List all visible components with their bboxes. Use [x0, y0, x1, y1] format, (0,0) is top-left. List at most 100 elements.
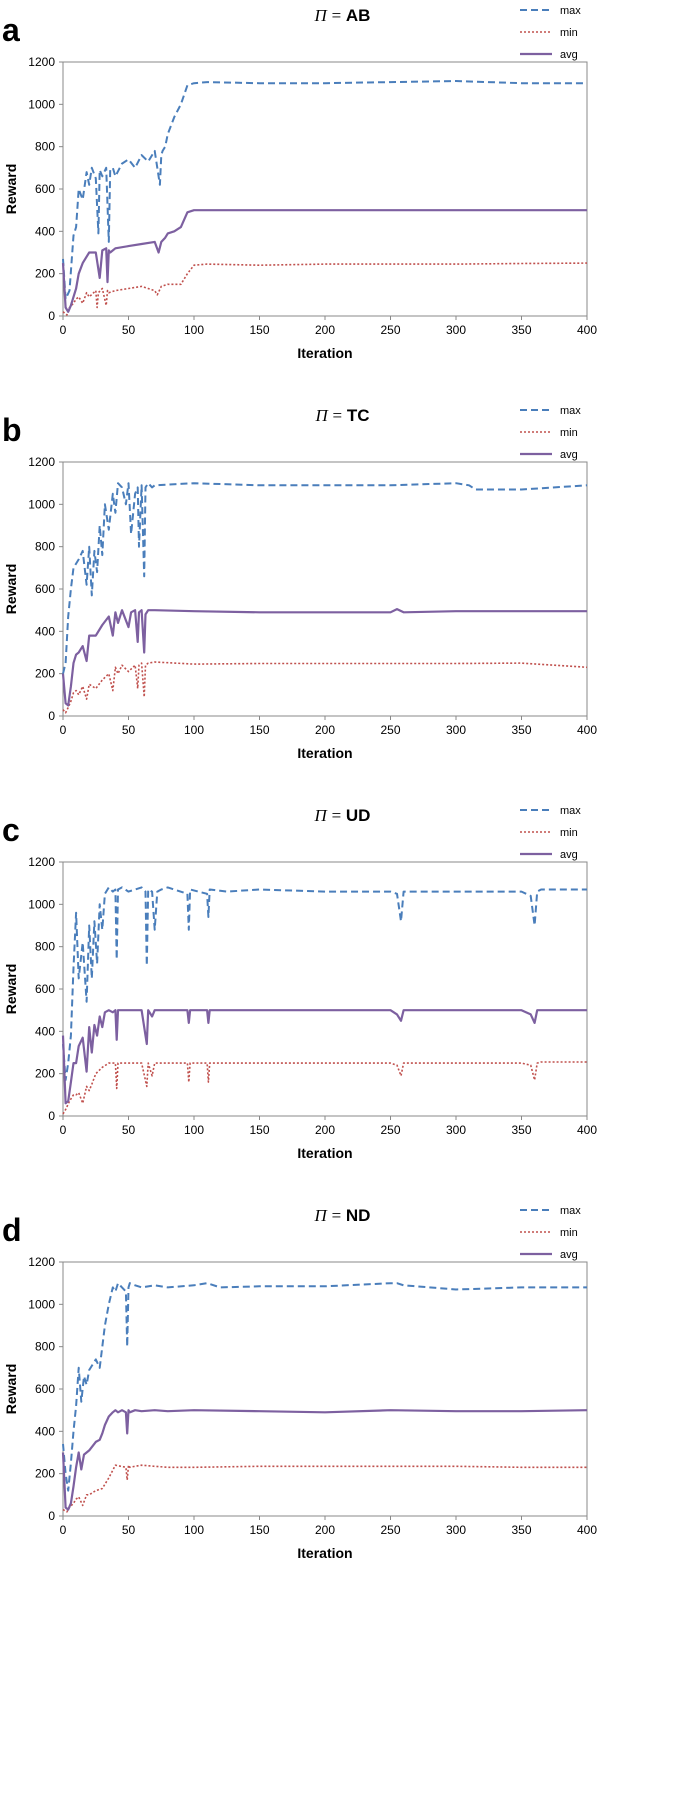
x-tick-label: 300 — [446, 1523, 466, 1537]
x-tick-label: 0 — [60, 323, 67, 337]
y-axis-label: Reward — [3, 1364, 19, 1415]
legend-label-max: max — [560, 5, 581, 17]
y-tick-label: 600 — [35, 182, 55, 196]
title-pi-symbol: Π — [315, 406, 328, 425]
x-tick-label: 350 — [511, 1523, 531, 1537]
title-pi-symbol: Π — [314, 1206, 327, 1225]
legend-label-max: max — [560, 1205, 581, 1217]
plot-area-frame — [62, 61, 588, 317]
y-tick-label: 1000 — [28, 1297, 55, 1311]
y-axis-label: Reward — [3, 564, 19, 615]
x-tick-label: 50 — [122, 1123, 136, 1137]
legend-label-min: min — [560, 27, 578, 39]
x-tick-label: 400 — [577, 723, 597, 737]
x-tick-label: 200 — [315, 323, 335, 337]
y-axis-label: Reward — [3, 164, 19, 215]
series-line-avg — [61, 1009, 587, 1105]
title-equals: = — [331, 806, 342, 825]
y-tick-label: 800 — [35, 1340, 55, 1354]
legend-label-avg: avg — [560, 1249, 578, 1261]
title-pi-symbol: Π — [314, 806, 327, 825]
series-line-min — [62, 661, 588, 714]
x-tick-label: 250 — [380, 723, 400, 737]
y-tick-label: 200 — [35, 267, 55, 281]
chart-svg: 0 200 400 600 800 1000 1200 0 50 100 150 200 250 300 3… — [3, 805, 597, 1161]
y-tick-label: 1200 — [28, 855, 55, 869]
chart-title: Π = UD — [0, 806, 685, 826]
panel-letter: b — [2, 412, 22, 448]
chart-svg: 0 200 400 600 800 1000 1200 0 50 100 150 200 250 300 3… — [3, 1205, 597, 1561]
x-tick-label: 250 — [380, 1523, 400, 1537]
y-tick-label: 1200 — [28, 455, 55, 469]
y-tick-label: 1000 — [28, 497, 55, 511]
x-tick-label: 0 — [60, 1523, 67, 1537]
x-tick-label: 100 — [184, 723, 204, 737]
y-tick-label: 800 — [35, 540, 55, 554]
x-tick-label: 150 — [249, 1523, 269, 1537]
y-tick-label: 400 — [35, 1424, 55, 1438]
x-tick-label: 250 — [380, 323, 400, 337]
series-line-min — [62, 1061, 587, 1115]
plot-area-frame — [62, 861, 588, 1117]
x-tick-label: 100 — [184, 1523, 204, 1537]
series-line-max — [62, 80, 587, 301]
legend-label-min: min — [560, 827, 578, 839]
x-tick-label: 100 — [184, 323, 204, 337]
x-tick-label: 400 — [577, 1123, 597, 1137]
y-tick-label: 0 — [48, 309, 55, 323]
chart-svg: 0 200 400 600 800 1000 1200 0 50 100 150 200 250 300 3… — [3, 5, 597, 361]
x-tick-label: 50 — [122, 723, 136, 737]
title-condition: ND — [345, 1206, 371, 1225]
plot-area-frame — [62, 1261, 588, 1517]
title-equals: = — [331, 6, 342, 25]
x-tick-label: 50 — [122, 323, 136, 337]
y-tick-label: 200 — [35, 1067, 55, 1081]
panel-letter: a — [2, 12, 20, 48]
series-line-max — [62, 1282, 587, 1492]
series-line-min — [62, 262, 588, 316]
x-tick-label: 0 — [60, 723, 67, 737]
legend-label-avg: avg — [560, 449, 578, 461]
legend-label-max: max — [560, 805, 581, 817]
title-condition: AB — [345, 6, 371, 25]
y-tick-label: 600 — [35, 582, 55, 596]
series-line-max — [62, 482, 588, 674]
x-tick-label: 300 — [446, 323, 466, 337]
y-tick-label: 800 — [35, 940, 55, 954]
legend-label-avg: avg — [560, 849, 578, 861]
chart-title: Π = ND — [0, 1206, 685, 1226]
x-tick-label: 50 — [122, 1523, 136, 1537]
y-tick-label: 0 — [48, 1109, 55, 1123]
x-tick-label: 400 — [577, 323, 597, 337]
x-tick-label: 0 — [60, 1123, 67, 1137]
legend-label-max: max — [560, 405, 581, 417]
chart-title: Π = TC — [0, 406, 685, 426]
x-tick-label: 350 — [511, 1123, 531, 1137]
y-tick-label: 800 — [35, 140, 55, 154]
x-tick-label: 150 — [249, 1123, 269, 1137]
legend-label-min: min — [560, 1227, 578, 1239]
x-tick-label: 150 — [249, 723, 269, 737]
x-tick-label: 350 — [511, 723, 531, 737]
x-tick-label: 400 — [577, 1523, 597, 1537]
y-tick-label: 400 — [35, 224, 55, 238]
y-tick-label: 400 — [35, 624, 55, 638]
y-tick-label: 200 — [35, 667, 55, 681]
chart-svg: 0 200 400 600 800 1000 1200 0 50 100 150 200 250 300 3… — [3, 405, 597, 761]
y-tick-label: 0 — [48, 709, 55, 723]
y-tick-label: 1200 — [28, 55, 55, 69]
title-condition: TC — [346, 406, 370, 425]
legend-label-avg: avg — [560, 49, 578, 61]
x-tick-label: 250 — [380, 1123, 400, 1137]
y-tick-label: 200 — [35, 1467, 55, 1481]
y-axis-label: Reward — [3, 964, 19, 1015]
x-axis-label: Iteration — [297, 1145, 352, 1161]
chart-title: Π = AB — [0, 6, 685, 26]
panel-letter: d — [2, 1212, 22, 1248]
x-tick-label: 200 — [315, 1523, 335, 1537]
series-line-avg — [61, 608, 587, 707]
y-tick-label: 1000 — [28, 897, 55, 911]
series-line-min — [62, 1464, 587, 1513]
